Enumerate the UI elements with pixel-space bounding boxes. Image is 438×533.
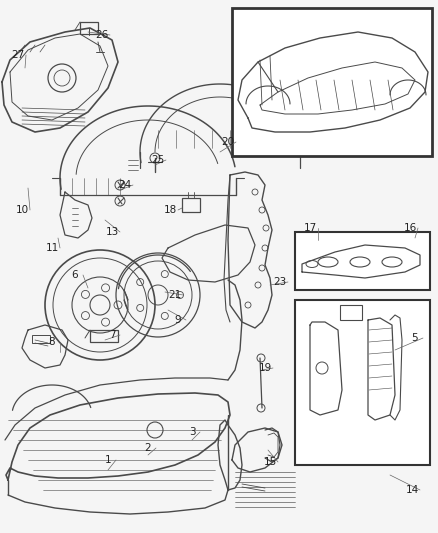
Text: 5: 5	[412, 333, 418, 343]
Text: 9: 9	[175, 315, 181, 325]
Text: 8: 8	[49, 337, 55, 347]
Bar	[232, 8, 432, 156]
Text: 23: 23	[273, 277, 286, 287]
Text: 11: 11	[46, 243, 59, 253]
Bar	[32, 335, 50, 343]
Text: 7: 7	[109, 330, 115, 340]
Bar	[182, 198, 200, 212]
Bar	[90, 330, 118, 342]
Text: 10: 10	[15, 205, 28, 215]
Text: 3: 3	[189, 427, 195, 437]
Text: 20: 20	[222, 137, 235, 147]
Text: 25: 25	[152, 155, 165, 165]
Bar	[295, 232, 430, 290]
Text: 13: 13	[106, 227, 119, 237]
Text: 6: 6	[72, 270, 78, 280]
Text: 26: 26	[95, 30, 109, 40]
Bar	[80, 22, 98, 34]
Text: 2: 2	[145, 443, 151, 453]
Text: 21: 21	[168, 290, 182, 300]
Text: 27: 27	[11, 50, 25, 60]
Text: 1: 1	[105, 455, 111, 465]
Text: 15: 15	[263, 457, 277, 467]
Text: 14: 14	[406, 485, 419, 495]
Text: 18: 18	[163, 205, 177, 215]
Bar	[295, 300, 430, 465]
Text: 17: 17	[304, 223, 317, 233]
Text: 19: 19	[258, 363, 272, 373]
Text: 24: 24	[118, 180, 132, 190]
Text: 16: 16	[403, 223, 417, 233]
Bar	[340, 305, 362, 320]
